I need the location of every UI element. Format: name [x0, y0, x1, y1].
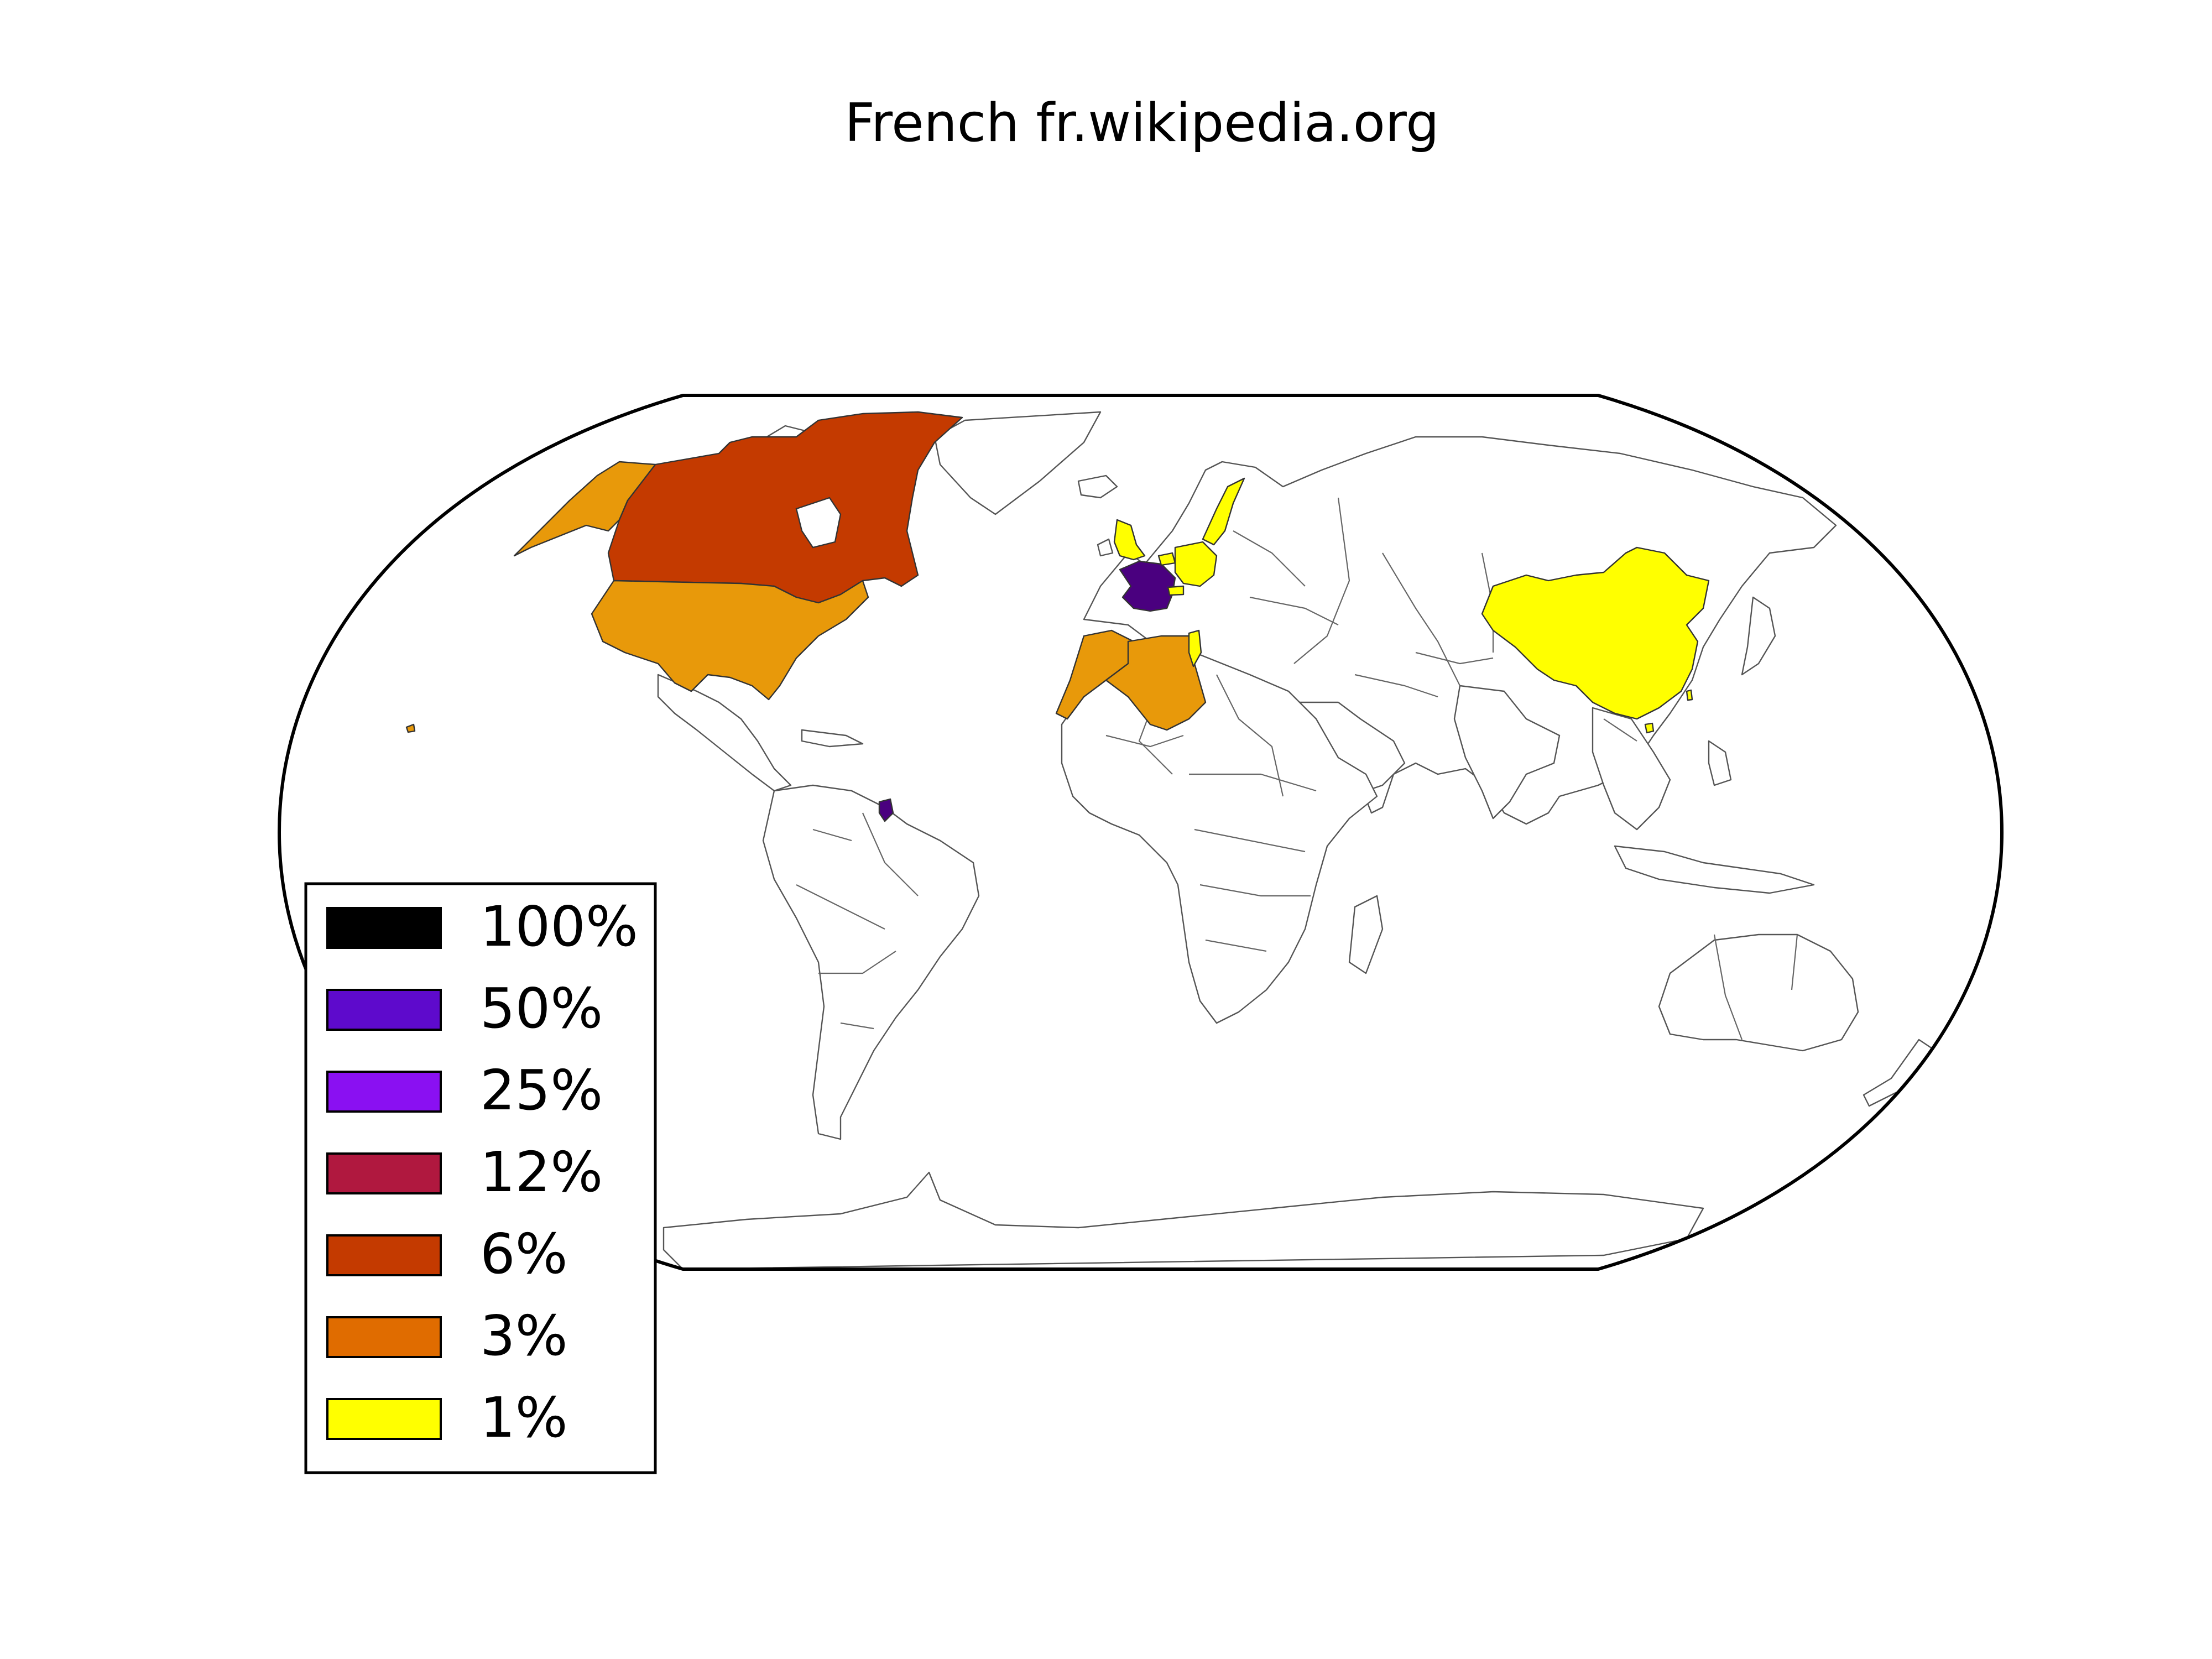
- region-french-guiana[interactable]: [878, 798, 894, 822]
- legend-swatch: [326, 1152, 442, 1194]
- map-boundary: [277, 394, 2004, 1271]
- legend-item: 25%: [326, 1058, 603, 1123]
- legend-item: 3%: [326, 1303, 568, 1368]
- legend-label: 25%: [480, 1058, 603, 1123]
- legend-swatch: [326, 1234, 442, 1276]
- legend: 100% 50% 25% 12% 6% 3% 1%: [304, 882, 657, 1474]
- region-china[interactable]: [1481, 546, 1710, 720]
- legend-item: 50%: [326, 976, 603, 1041]
- legend-item: 100%: [326, 894, 638, 959]
- land-madagascar: [1348, 895, 1384, 974]
- land-caribbean: [801, 729, 864, 748]
- legend-item: 6%: [326, 1222, 568, 1286]
- land-australia: [1658, 933, 1859, 1052]
- land-greenland: [933, 411, 1102, 515]
- region-hawaii[interactable]: [405, 723, 416, 733]
- legend-label: 3%: [480, 1303, 568, 1368]
- legend-item: 12%: [326, 1140, 603, 1204]
- region-algeria[interactable]: [1105, 635, 1207, 731]
- land-japan: [1741, 596, 1776, 676]
- map-area: [405, 411, 1937, 1269]
- legend-swatch: [326, 907, 442, 949]
- region-united-kingdom[interactable]: [1113, 519, 1146, 561]
- hudson-bay: [795, 497, 842, 549]
- legend-label: 50%: [480, 976, 603, 1041]
- legend-swatch: [326, 989, 442, 1031]
- legend-swatch: [326, 1398, 442, 1440]
- legend-label: 1%: [480, 1385, 568, 1450]
- map-title: French fr.wikipedia.org: [844, 93, 1439, 154]
- region-switzerland[interactable]: [1167, 585, 1185, 596]
- land-philippines: [1708, 740, 1732, 786]
- region-morocco[interactable]: [1055, 629, 1135, 720]
- legend-label: 12%: [480, 1140, 603, 1204]
- region-tunisia[interactable]: [1188, 629, 1202, 667]
- land-antarctica: [662, 1171, 1704, 1269]
- land-south-america: [762, 784, 980, 1140]
- legend-swatch: [326, 1071, 442, 1113]
- region-united-states[interactable]: [591, 580, 869, 701]
- legend-item: 1%: [326, 1385, 568, 1450]
- legend-label: 6%: [480, 1222, 568, 1286]
- land-se-asia: [1592, 707, 1671, 831]
- region-germany[interactable]: [1174, 541, 1218, 587]
- region-taiwan[interactable]: [1686, 689, 1693, 701]
- land-india: [1453, 685, 1561, 820]
- land-iceland: [1077, 474, 1118, 499]
- region-france[interactable]: [1119, 560, 1176, 612]
- land-ireland: [1097, 538, 1114, 557]
- region-hainan[interactable]: [1644, 722, 1655, 734]
- legend-label: 100%: [480, 894, 638, 959]
- region-belgium[interactable]: [1157, 552, 1176, 566]
- land-indonesia: [1614, 845, 1815, 894]
- legend-swatch: [326, 1316, 442, 1358]
- region-sweden[interactable]: [1202, 477, 1245, 546]
- land-central-america: [657, 674, 792, 792]
